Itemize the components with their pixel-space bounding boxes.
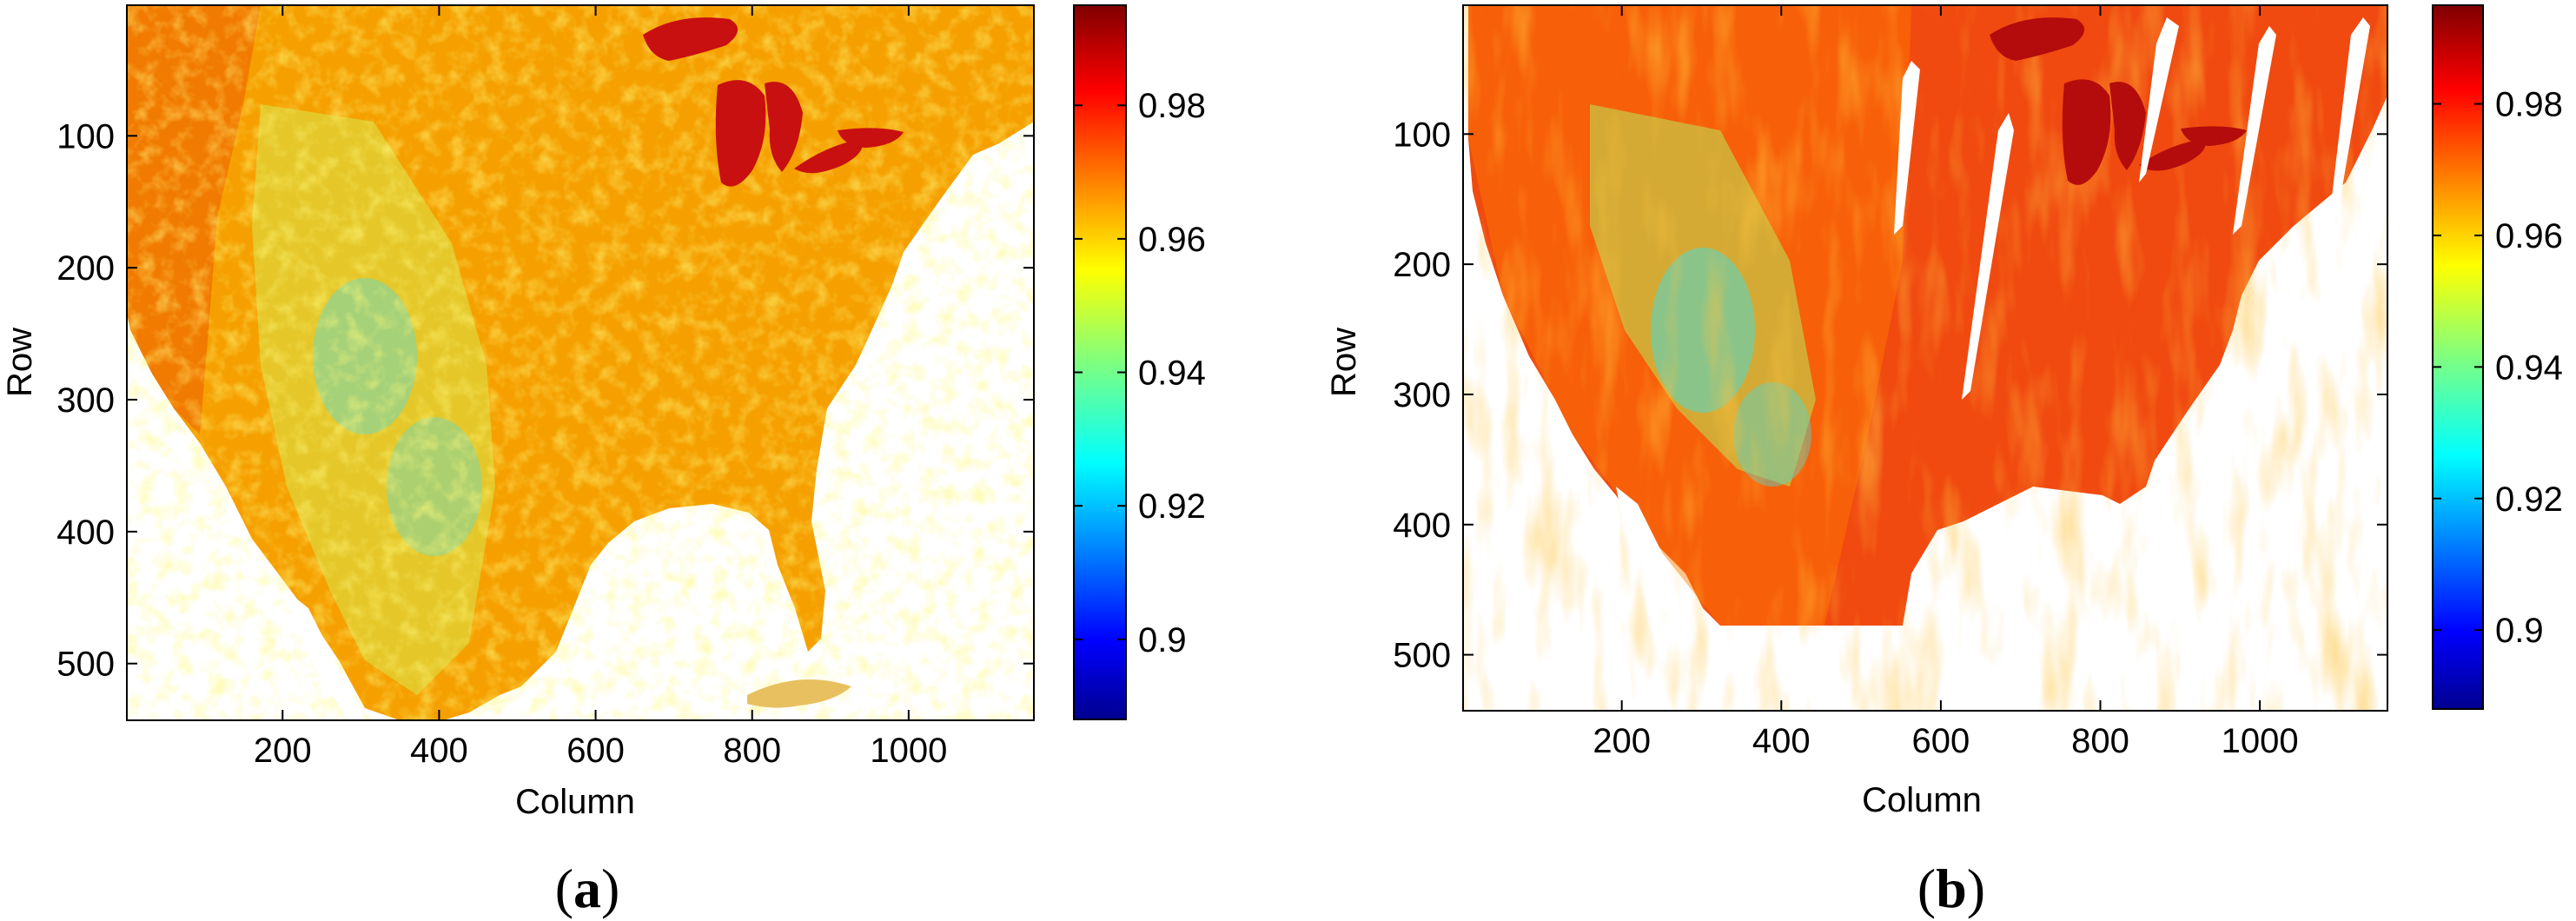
colorbar-tick-label: 0.96: [2495, 217, 2563, 255]
x-tick-label: 400: [1752, 722, 1811, 760]
x-tick-label: 400: [410, 732, 468, 770]
colorbar-ticks-a: 0.9 0.92 0.94 0.96 0.98: [1074, 87, 1206, 659]
cuba-a: [747, 679, 851, 708]
baja-gap-a: [287, 591, 365, 720]
y-tick-label: 100: [56, 117, 115, 156]
y-tick-label: 300: [1393, 376, 1451, 414]
colorbar-tick-label: 0.94: [1138, 354, 1206, 393]
panel-label-open-a: (: [555, 858, 573, 919]
colorbar-tick-label: 0.94: [2495, 348, 2563, 387]
x-tick-label: 600: [566, 732, 625, 770]
great-lakes-b: [1990, 17, 2247, 185]
colorbar-tick-label: 0.92: [2495, 480, 2563, 519]
x-tick-label: 800: [723, 732, 781, 770]
colorbar-b: 0.9 0.92 0.94 0.96 0.98: [2432, 4, 2563, 710]
y-tick-label: 300: [56, 381, 115, 420]
y-tick-label: 400: [1393, 507, 1451, 545]
panel-label-close-b: ): [1967, 858, 1985, 919]
colorbar-frame-a: [1073, 4, 1127, 720]
panel-label-open-b: (: [1917, 858, 1936, 919]
x-axis-label-a: Column: [515, 783, 635, 821]
y-tick-label: 100: [1393, 116, 1451, 154]
y-tick-label: 200: [1393, 246, 1451, 284]
x-tick-label: 200: [1593, 722, 1651, 760]
swath-gap-b: [1962, 113, 2014, 400]
heatmap-image-a: [127, 5, 1034, 720]
axes-frame-a: [126, 4, 1035, 721]
y-axis-label-b: Row: [1325, 328, 1363, 397]
colorbar-tick-label: 0.9: [1138, 621, 1187, 659]
x-tick-label: 1000: [2222, 722, 2299, 760]
x-axis-label-b: Column: [1862, 781, 1982, 819]
x-axis-ticks-a: 200 400 600 800 1000: [254, 5, 947, 770]
swath-gap-b: [2233, 26, 2276, 235]
x-tick-label: 200: [254, 732, 312, 770]
y-axis-ticks-b: 100 200 300 400 500: [1393, 116, 2387, 675]
colorbar-gradient-a: [1074, 5, 1126, 719]
panel-label-a: (a): [555, 858, 620, 919]
texture-a: [127, 5, 1034, 720]
panel-label-letter-b: b: [1936, 858, 1967, 919]
y-tick-label: 400: [56, 514, 115, 552]
y-tick-label: 200: [56, 249, 115, 288]
y-axis-label-a: Row: [1, 328, 39, 397]
x-tick-label: 1000: [870, 732, 947, 770]
great-lakes-a: [643, 17, 904, 187]
y-tick-label: 500: [56, 646, 115, 684]
panel-label-letter-a: a: [573, 858, 601, 919]
x-tick-label: 800: [2071, 722, 2129, 760]
colorbar-a: 0.9 0.92 0.94 0.96 0.98: [1073, 4, 1206, 720]
swath-gap-b: [2328, 17, 2370, 226]
baja-gap-b: [1616, 487, 1685, 626]
panel-label-b: (b): [1917, 858, 1985, 919]
panel-label-close-a: ): [601, 858, 619, 919]
colorbar-tick-label: 0.9: [2495, 612, 2544, 650]
x-axis-ticks-b: 200 400 600 800 1000: [1593, 5, 2299, 760]
swath-gap-b: [2139, 17, 2179, 182]
y-axis-ticks-a: 100 200 300 400 500: [56, 117, 1034, 684]
colorbar-tick-label: 0.98: [2495, 86, 2563, 124]
colorbar-ticks-b: 0.9 0.92 0.94 0.96 0.98: [2433, 86, 2563, 650]
x-tick-label: 600: [1912, 722, 1970, 760]
colorbar-gradient-b: [2433, 5, 2483, 709]
colorbar-tick-label: 0.98: [1138, 87, 1206, 125]
swath-gap-b: [1894, 61, 1920, 235]
colorbar-tick-label: 0.92: [1138, 487, 1206, 526]
texture-b: [1463, 5, 2387, 711]
y-tick-label: 500: [1393, 637, 1451, 675]
heatmap-image-b: [1463, 5, 2387, 711]
colorbar-tick-label: 0.96: [1138, 221, 1206, 259]
colorbar-frame-b: [2432, 4, 2484, 710]
axes-frame-b: [1462, 4, 2388, 712]
